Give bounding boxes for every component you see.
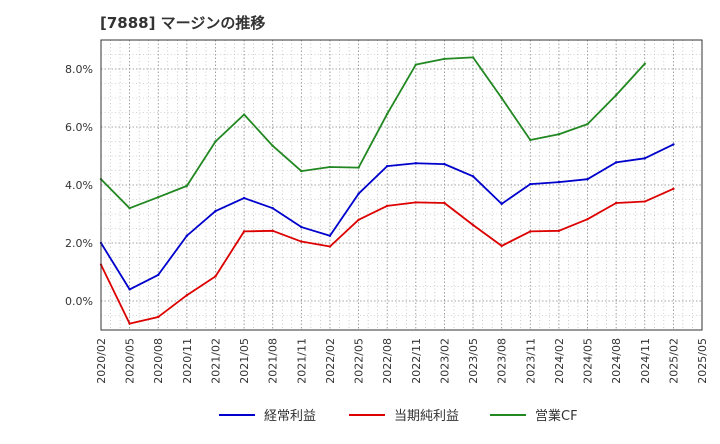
data-point: [443, 57, 446, 61]
y-tick-label: 6.0%: [65, 121, 93, 134]
x-tick-label: 2021/02: [209, 338, 222, 384]
data-point: [500, 244, 503, 248]
x-tick-label: 2021/05: [238, 338, 251, 384]
data-point: [328, 234, 332, 237]
data-point: [185, 184, 189, 188]
data-point: [414, 63, 418, 66]
data-point: [529, 138, 532, 142]
y-tick-label: 8.0%: [65, 63, 93, 76]
x-tick-label: 2022/08: [381, 338, 394, 384]
legend-label: 経常利益: [264, 409, 316, 424]
x-tick-label: 2022/02: [324, 338, 337, 384]
data-point: [614, 93, 618, 97]
data-point: [471, 56, 475, 59]
data-point: [500, 202, 503, 206]
data-point: [672, 187, 675, 190]
data-point: [557, 133, 561, 136]
x-tick-label: 2024/11: [639, 338, 652, 384]
data-point: [214, 140, 217, 143]
x-tick-label: 2024/02: [553, 338, 566, 384]
data-point: [128, 207, 131, 210]
data-point: [242, 113, 246, 116]
axes: 0.0% 2.0% 4.0% 6.0% 8.0% 2020/02 2020/05 2020/0…: [65, 39, 709, 384]
data-point: [271, 229, 274, 233]
data-point: [328, 165, 332, 169]
data-point: [500, 96, 503, 100]
data-point: [643, 62, 646, 65]
x-tick-label: 2023/05: [467, 338, 480, 384]
x-tick-label: 2023/11: [524, 338, 537, 384]
data-point: [614, 161, 618, 164]
x-tick-label: 2025/02: [667, 338, 680, 384]
data-point: [157, 273, 160, 277]
data-point: [557, 180, 561, 184]
y-tick-label: 2.0%: [65, 237, 93, 250]
data-point: [300, 225, 303, 229]
legend-label: 当期純利益: [394, 409, 459, 424]
data-point: [672, 143, 675, 146]
chart-title: [7888] マージンの推移: [100, 14, 266, 32]
x-tick-label: 2022/05: [353, 338, 366, 384]
x-tick-label: 2020/08: [152, 338, 165, 384]
data-point: [185, 234, 189, 237]
data-point: [242, 230, 246, 233]
data-point: [586, 218, 589, 221]
data-point: [443, 201, 446, 205]
data-point: [328, 245, 332, 248]
data-point: [357, 166, 360, 169]
x-tick-label: 2022/11: [410, 338, 423, 384]
legend: 経常利益 当期純利益 営業CF: [219, 408, 578, 424]
data-point: [414, 162, 418, 165]
data-point: [128, 288, 131, 291]
x-tick-label: 2021/11: [295, 338, 308, 384]
plot-frame: [100, 39, 703, 331]
data-point: [157, 315, 160, 319]
y-tick-label: 0.0%: [65, 295, 93, 308]
data-point: [128, 322, 131, 325]
data-point: [471, 223, 475, 227]
data-point: [300, 169, 303, 173]
x-tick-label: 2025/05: [696, 338, 709, 384]
data-point: [529, 230, 532, 233]
data-point: [185, 294, 189, 297]
data-point: [214, 209, 217, 213]
data-point: [357, 218, 360, 221]
data-point: [443, 162, 446, 166]
data-point: [643, 200, 646, 203]
data-point: [557, 229, 561, 233]
data-point: [529, 182, 532, 186]
data-point: [414, 201, 418, 204]
data-point: [385, 112, 389, 116]
data-point: [586, 122, 589, 126]
x-tick-label: 2020/11: [181, 338, 194, 384]
series-line: [100, 56, 646, 210]
y-tick-label: 4.0%: [65, 179, 93, 192]
x-tick-label: 2024/05: [582, 338, 595, 384]
data-point: [271, 144, 274, 148]
data-point: [385, 204, 389, 208]
series-lines: [99, 56, 675, 325]
x-tick-label: 2023/02: [438, 338, 451, 384]
data-point: [586, 178, 589, 181]
data-point: [271, 207, 274, 210]
x-tick-label: 2020/05: [124, 338, 137, 384]
legend-label: 営業CF: [535, 408, 578, 424]
x-tick-label: 2021/08: [267, 338, 280, 384]
data-point: [614, 201, 618, 205]
x-tick-label: 2020/02: [95, 338, 108, 384]
data-point: [242, 196, 246, 200]
data-point: [643, 157, 646, 160]
data-point: [471, 175, 475, 178]
data-point: [300, 240, 303, 243]
x-tick-label: 2024/08: [610, 338, 623, 384]
data-point: [357, 192, 360, 195]
x-tick-label: 2023/08: [496, 338, 509, 384]
data-point: [157, 195, 160, 199]
grid: [100, 39, 703, 330]
data-point: [214, 275, 217, 278]
data-point: [385, 164, 389, 168]
